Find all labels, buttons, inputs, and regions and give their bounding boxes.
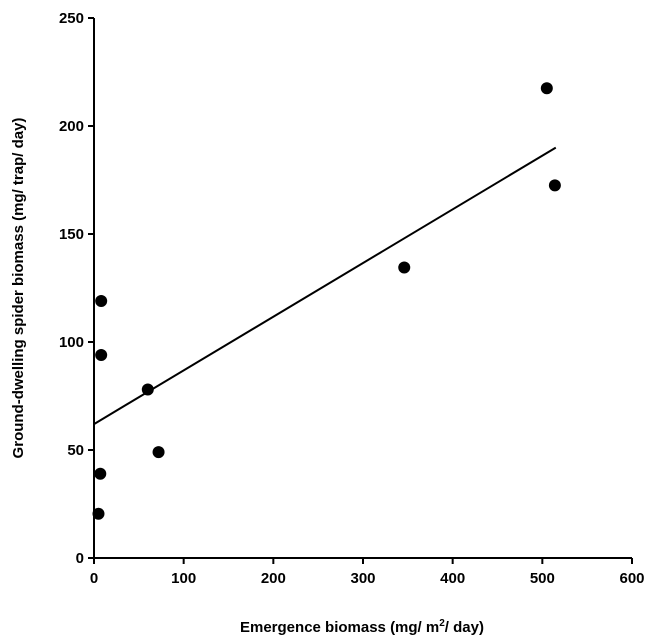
y-tick-label: 150 (59, 226, 84, 243)
x-tick-label: 400 (440, 570, 465, 587)
axes (93, 18, 632, 559)
ticks: 0 100 200 300 400 500 600 0 50 100 150 200 250 (59, 10, 645, 587)
y-tick-label: 250 (59, 10, 84, 27)
x-tick-label: 0 (90, 570, 98, 587)
data-point (152, 446, 165, 459)
data-point (95, 348, 108, 361)
x-tick-label: 200 (261, 570, 286, 587)
y-tick-label: 100 (59, 334, 84, 351)
x-tick-label: 600 (619, 570, 644, 587)
data-point (540, 82, 553, 95)
x-axis-title: Emergence biomass (mg/ m2/ day) (240, 618, 484, 636)
data-point (141, 383, 154, 396)
y-tick-label: 0 (76, 550, 84, 567)
regression-line (93, 146, 557, 425)
x-tick-label: 100 (171, 570, 196, 587)
data-point (94, 467, 107, 480)
data-points (92, 82, 561, 520)
y-tick-label: 50 (67, 442, 84, 459)
data-point (92, 507, 105, 520)
fit-line-group (93, 146, 557, 425)
y-tick-label: 200 (59, 118, 84, 135)
y-axis-title: Ground-dwelling spider biomass (mg/ trap… (10, 118, 27, 459)
data-point (398, 261, 411, 274)
x-tick-label: 300 (350, 570, 375, 587)
x-tick-label: 500 (530, 570, 555, 587)
data-point (95, 294, 108, 307)
data-point (548, 179, 561, 192)
